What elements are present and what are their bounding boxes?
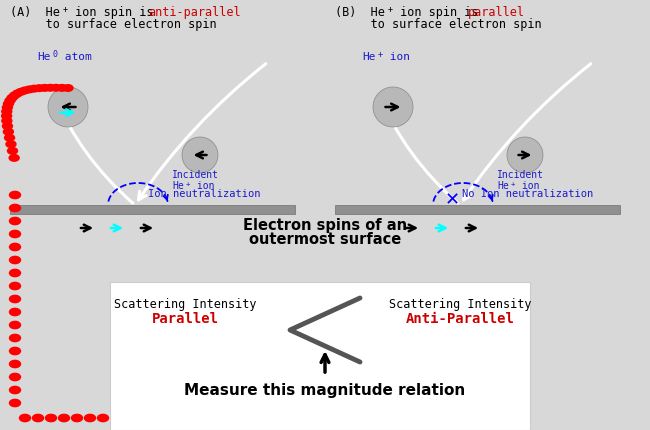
Text: Scattering Intensity: Scattering Intensity [114,298,256,311]
Circle shape [20,87,30,94]
Text: Anti-Parallel: Anti-Parallel [406,312,514,326]
Text: No Ion neutralization: No Ion neutralization [462,189,593,199]
Text: Electron spins of an: Electron spins of an [243,218,407,233]
FancyBboxPatch shape [10,205,295,214]
Circle shape [6,141,16,147]
Circle shape [5,97,15,104]
Text: He: He [37,52,51,62]
Circle shape [10,295,21,303]
Circle shape [8,147,18,154]
Circle shape [3,104,12,111]
Circle shape [32,415,44,422]
Text: He: He [172,181,184,191]
Circle shape [51,84,61,91]
Circle shape [3,123,12,129]
Text: anti-parallel: anti-parallel [148,6,240,19]
Text: Measure this magnitude relation: Measure this magnitude relation [185,383,465,398]
Circle shape [10,243,21,251]
Circle shape [1,113,12,119]
FancyBboxPatch shape [335,205,620,214]
Circle shape [5,135,14,141]
Circle shape [10,204,21,212]
Circle shape [10,92,20,99]
Circle shape [10,230,21,238]
Circle shape [10,347,21,355]
Text: to surface electron spin: to surface electron spin [335,18,541,31]
Text: +: + [388,5,393,14]
Circle shape [10,283,21,290]
Text: +: + [511,181,515,187]
Text: Incident: Incident [172,170,219,180]
Circle shape [10,399,21,407]
Circle shape [25,86,34,93]
Circle shape [2,117,12,124]
Circle shape [10,373,21,381]
Text: He: He [362,52,376,62]
Circle shape [7,95,17,101]
Circle shape [84,415,96,422]
Circle shape [98,415,109,422]
Circle shape [10,335,21,342]
Circle shape [63,85,73,91]
Text: He: He [497,181,509,191]
Text: +: + [186,181,190,187]
Text: ion spin is: ion spin is [68,6,161,19]
Text: atom: atom [58,52,92,62]
Circle shape [10,387,21,393]
Circle shape [46,415,57,422]
Circle shape [10,217,21,224]
Text: ✕: ✕ [445,191,460,209]
Circle shape [3,129,14,135]
Text: (B)  He: (B) He [335,6,385,19]
Ellipse shape [507,137,543,173]
Text: ion: ion [516,181,540,191]
Text: (A)  He: (A) He [10,6,60,19]
Ellipse shape [373,87,413,127]
Text: ion: ion [191,181,214,191]
Text: Scattering Intensity: Scattering Intensity [389,298,531,311]
Circle shape [58,415,70,422]
Circle shape [40,85,49,91]
Circle shape [9,154,19,161]
Text: parallel: parallel [468,6,525,19]
Ellipse shape [182,137,218,173]
Circle shape [10,269,21,276]
Text: +: + [63,5,68,14]
Circle shape [10,191,21,199]
Text: outermost surface: outermost surface [249,232,401,247]
Text: 0: 0 [53,50,58,59]
Text: ion: ion [383,52,410,62]
Circle shape [2,108,12,115]
Circle shape [72,415,83,422]
Circle shape [57,85,67,91]
Circle shape [20,415,31,422]
Text: +: + [378,50,383,59]
Ellipse shape [48,87,88,127]
Circle shape [10,308,21,316]
FancyBboxPatch shape [110,282,530,430]
Circle shape [3,101,14,107]
Circle shape [12,90,23,97]
Text: ion spin is: ion spin is [393,6,486,19]
Text: to surface electron spin: to surface electron spin [10,18,216,31]
Text: Parallel: Parallel [151,312,218,326]
Circle shape [34,85,44,92]
Circle shape [10,321,21,329]
Text: Ion neutralization: Ion neutralization [148,189,261,199]
Circle shape [16,89,26,95]
Text: Incident: Incident [497,170,544,180]
Circle shape [10,256,21,264]
Circle shape [10,360,21,368]
Circle shape [29,85,39,92]
Circle shape [46,84,55,91]
